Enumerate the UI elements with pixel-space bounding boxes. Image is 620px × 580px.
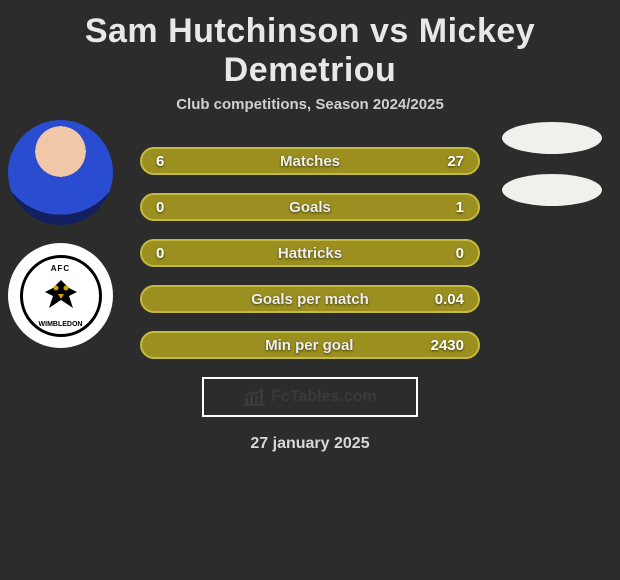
date-label: 27 january 2025: [0, 435, 620, 453]
badge-text-bottom: WIMBLEDON: [39, 321, 83, 328]
stat-label: Goals per match: [188, 291, 432, 308]
stat-right-value: 2430: [431, 337, 464, 354]
club-badge: AFC WIMBLEDON: [20, 255, 102, 337]
ellipse-marker: [502, 122, 602, 154]
stat-left-value: 6: [156, 153, 188, 170]
eagle-icon: [39, 274, 83, 318]
ellipse-column: [502, 122, 602, 226]
stat-bar: Min per goal2430: [140, 331, 480, 359]
player2-avatar: AFC WIMBLEDON: [8, 243, 113, 348]
stat-right-value: 0: [432, 245, 464, 262]
stat-label: Matches: [188, 153, 432, 170]
page-title: Sam Hutchinson vs Mickey Demetriou: [0, 0, 620, 96]
brand-label: FcTables.com: [271, 388, 377, 406]
stat-left-value: 0: [156, 245, 188, 262]
brand-box: FcTables.com: [202, 377, 418, 417]
stat-label: Min per goal: [188, 337, 431, 354]
avatar-column: AFC WIMBLEDON: [8, 120, 113, 366]
stat-left-value: 0: [156, 199, 188, 216]
stat-bar: 0Hattricks0: [140, 239, 480, 267]
player1-avatar: [8, 120, 113, 225]
ellipse-marker: [502, 174, 602, 206]
stat-bar: 6Matches27: [140, 147, 480, 175]
page-subtitle: Club competitions, Season 2024/2025: [0, 96, 620, 113]
stat-right-value: 27: [432, 153, 464, 170]
stats-bars: 6Matches270Goals10Hattricks0Goals per ma…: [140, 127, 480, 359]
stat-right-value: 0.04: [432, 291, 464, 308]
stat-label: Hattricks: [188, 245, 432, 262]
stat-bar: Goals per match0.04: [140, 285, 480, 313]
stat-right-value: 1: [432, 199, 464, 216]
stat-bar: 0Goals1: [140, 193, 480, 221]
stat-label: Goals: [188, 199, 432, 216]
badge-text-top: AFC: [51, 264, 70, 273]
chart-icon: [243, 388, 265, 406]
